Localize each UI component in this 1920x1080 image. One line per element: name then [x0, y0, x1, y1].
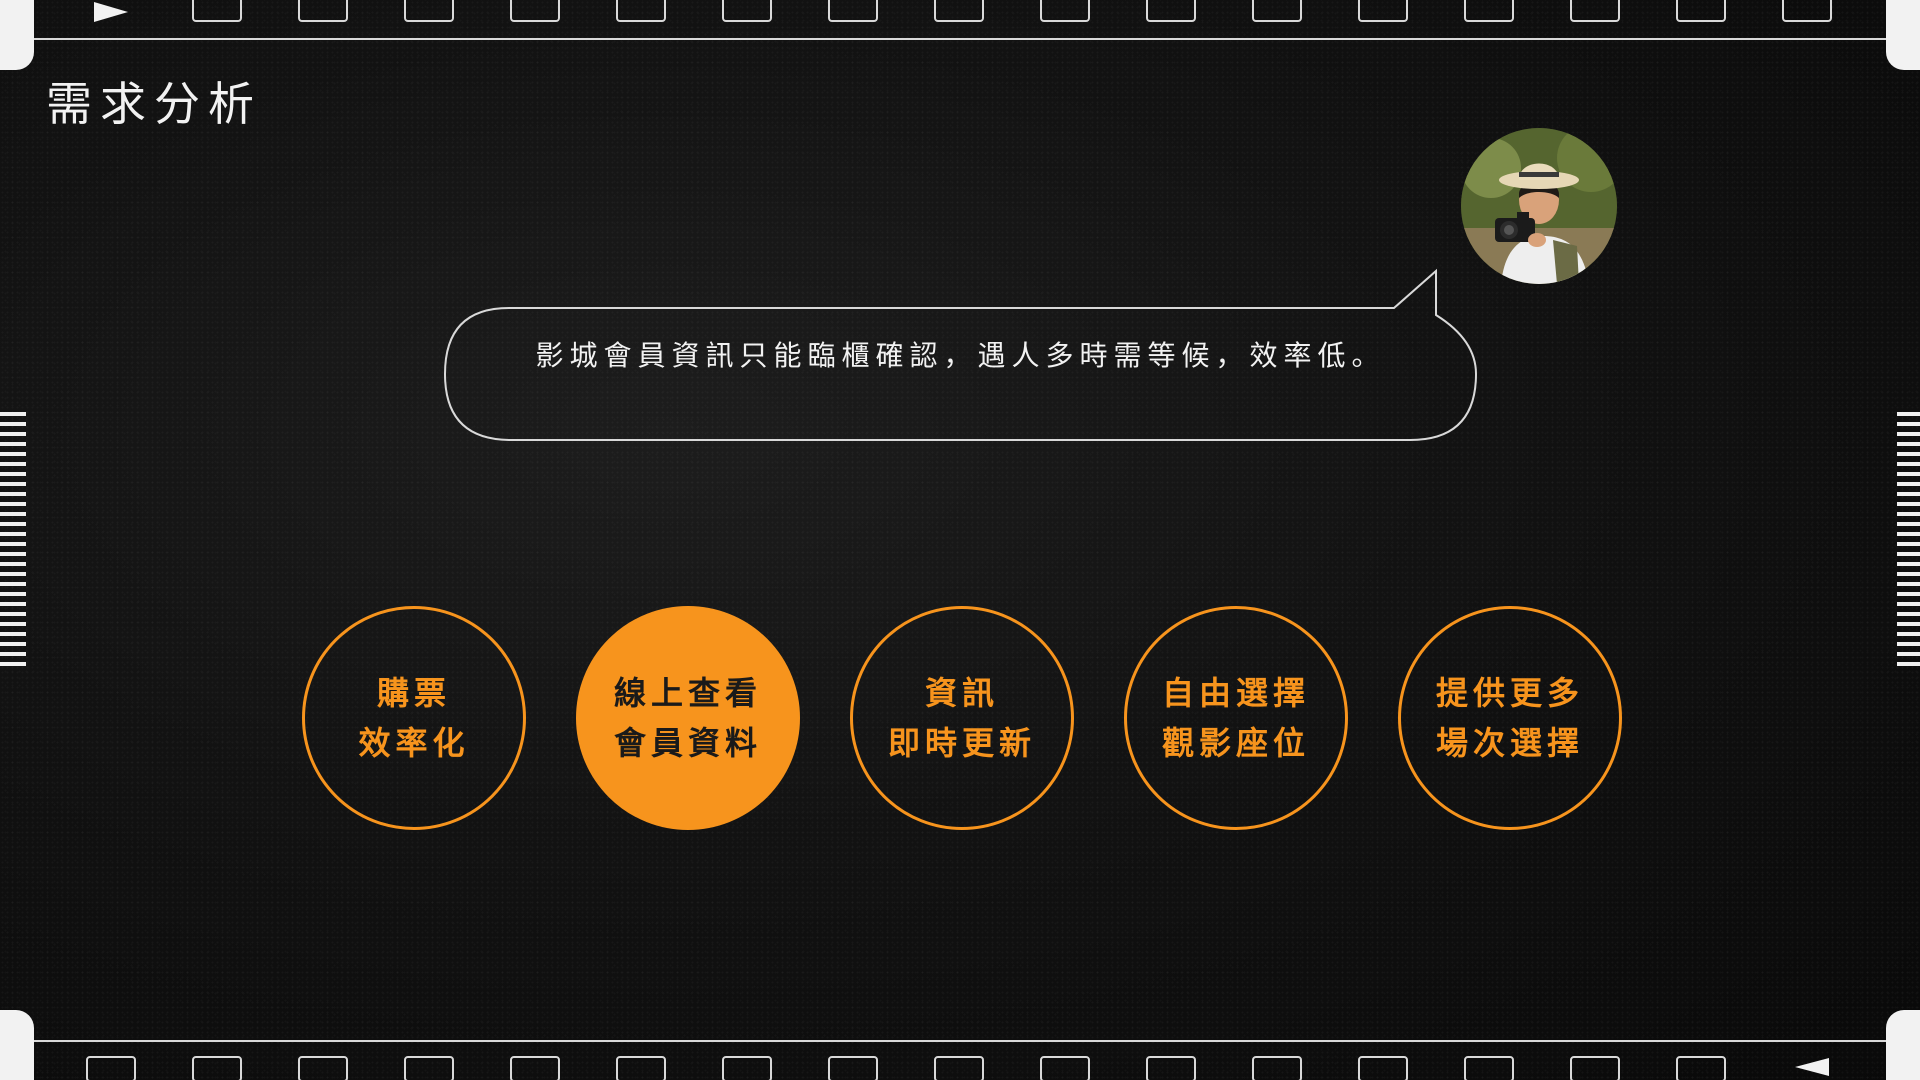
need-line: 自由選擇: [1161, 674, 1310, 712]
film-perforation: [1040, 0, 1090, 22]
speech-bubble-outline: [443, 268, 1478, 441]
film-perforation: [1252, 0, 1302, 22]
film-perforation: [86, 1056, 136, 1080]
speech-bubble-text: 影城會員資訊只能臨櫃確認，遇人多時需等候，效率低。: [535, 339, 1386, 372]
need-line: 購票: [376, 674, 451, 712]
film-perforation: [722, 1056, 772, 1080]
film-perforation: [298, 0, 348, 22]
film-strip-line: [34, 1040, 1886, 1042]
need-line: 場次選擇: [1435, 724, 1584, 762]
film-perforation: [404, 0, 454, 22]
film-perforation: [298, 1056, 348, 1080]
play-triangle-icon: [94, 2, 128, 22]
needs-list: 購票 效率化 線上查看 會員資料 資訊 即時更新 自由選擇 觀影座位 提供更多 …: [302, 606, 1624, 834]
need-circle-realtime-info: 資訊 即時更新: [850, 606, 1074, 830]
film-perforation: [934, 0, 984, 22]
film-perforation: [616, 0, 666, 22]
avatar-illustration: [1461, 128, 1617, 284]
film-perforation: [616, 1056, 666, 1080]
film-perforation: [1146, 0, 1196, 22]
need-line: 效率化: [358, 724, 470, 762]
film-perforation: [1358, 1056, 1408, 1080]
film-strip-bottom: [0, 1040, 1920, 1080]
film-edge-ticks: [0, 412, 26, 670]
film-perforation: [934, 1056, 984, 1080]
film-perforation: [510, 0, 560, 22]
film-perforation: [192, 0, 242, 22]
film-perforation: [1040, 1056, 1090, 1080]
need-line: 線上查看: [613, 674, 762, 712]
need-line: 觀影座位: [1161, 724, 1310, 762]
need-circle-seat-selection: 自由選擇 觀影座位: [1124, 606, 1348, 830]
film-perforation: [1146, 1056, 1196, 1080]
need-circle-more-showtimes: 提供更多 場次選擇: [1398, 606, 1622, 830]
film-perforation: [1464, 0, 1514, 22]
need-circle-ticket-efficiency: 購票 效率化: [302, 606, 526, 830]
film-corner: [1886, 0, 1920, 70]
speech-bubble: 影城會員資訊只能臨櫃確認，遇人多時需等候，效率低。: [443, 268, 1478, 441]
user-photo-avatar: [1461, 128, 1617, 284]
film-perforation: [1570, 1056, 1620, 1080]
need-line: 會員資料: [613, 724, 762, 762]
film-strip-top: [0, 0, 1920, 40]
film-perforation: [722, 0, 772, 22]
need-line: 即時更新: [887, 724, 1036, 762]
film-perforation: [510, 1056, 560, 1080]
film-perforation: [1782, 0, 1832, 22]
film-perforation: [1570, 0, 1620, 22]
film-perforation: [1676, 0, 1726, 22]
film-perforation: [1676, 1056, 1726, 1080]
film-perforation: [828, 0, 878, 22]
film-perforation: [1252, 1056, 1302, 1080]
need-line: 資訊: [924, 674, 999, 712]
need-circle-member-data-online: 線上查看 會員資料: [576, 606, 800, 830]
film-perforation: [1464, 1056, 1514, 1080]
need-line: 提供更多: [1435, 674, 1584, 712]
film-perforation: [828, 1056, 878, 1080]
film-corner: [0, 1010, 34, 1080]
film-strip-line: [34, 38, 1886, 40]
film-perforation: [404, 1056, 454, 1080]
rewind-triangle-icon: [1795, 1058, 1829, 1076]
film-perforation: [1358, 0, 1408, 22]
film-perforation: [192, 1056, 242, 1080]
page-title: 需求分析: [46, 77, 262, 131]
film-edge-ticks: [1897, 412, 1920, 670]
film-corner: [0, 0, 34, 70]
film-corner: [1886, 1010, 1920, 1080]
